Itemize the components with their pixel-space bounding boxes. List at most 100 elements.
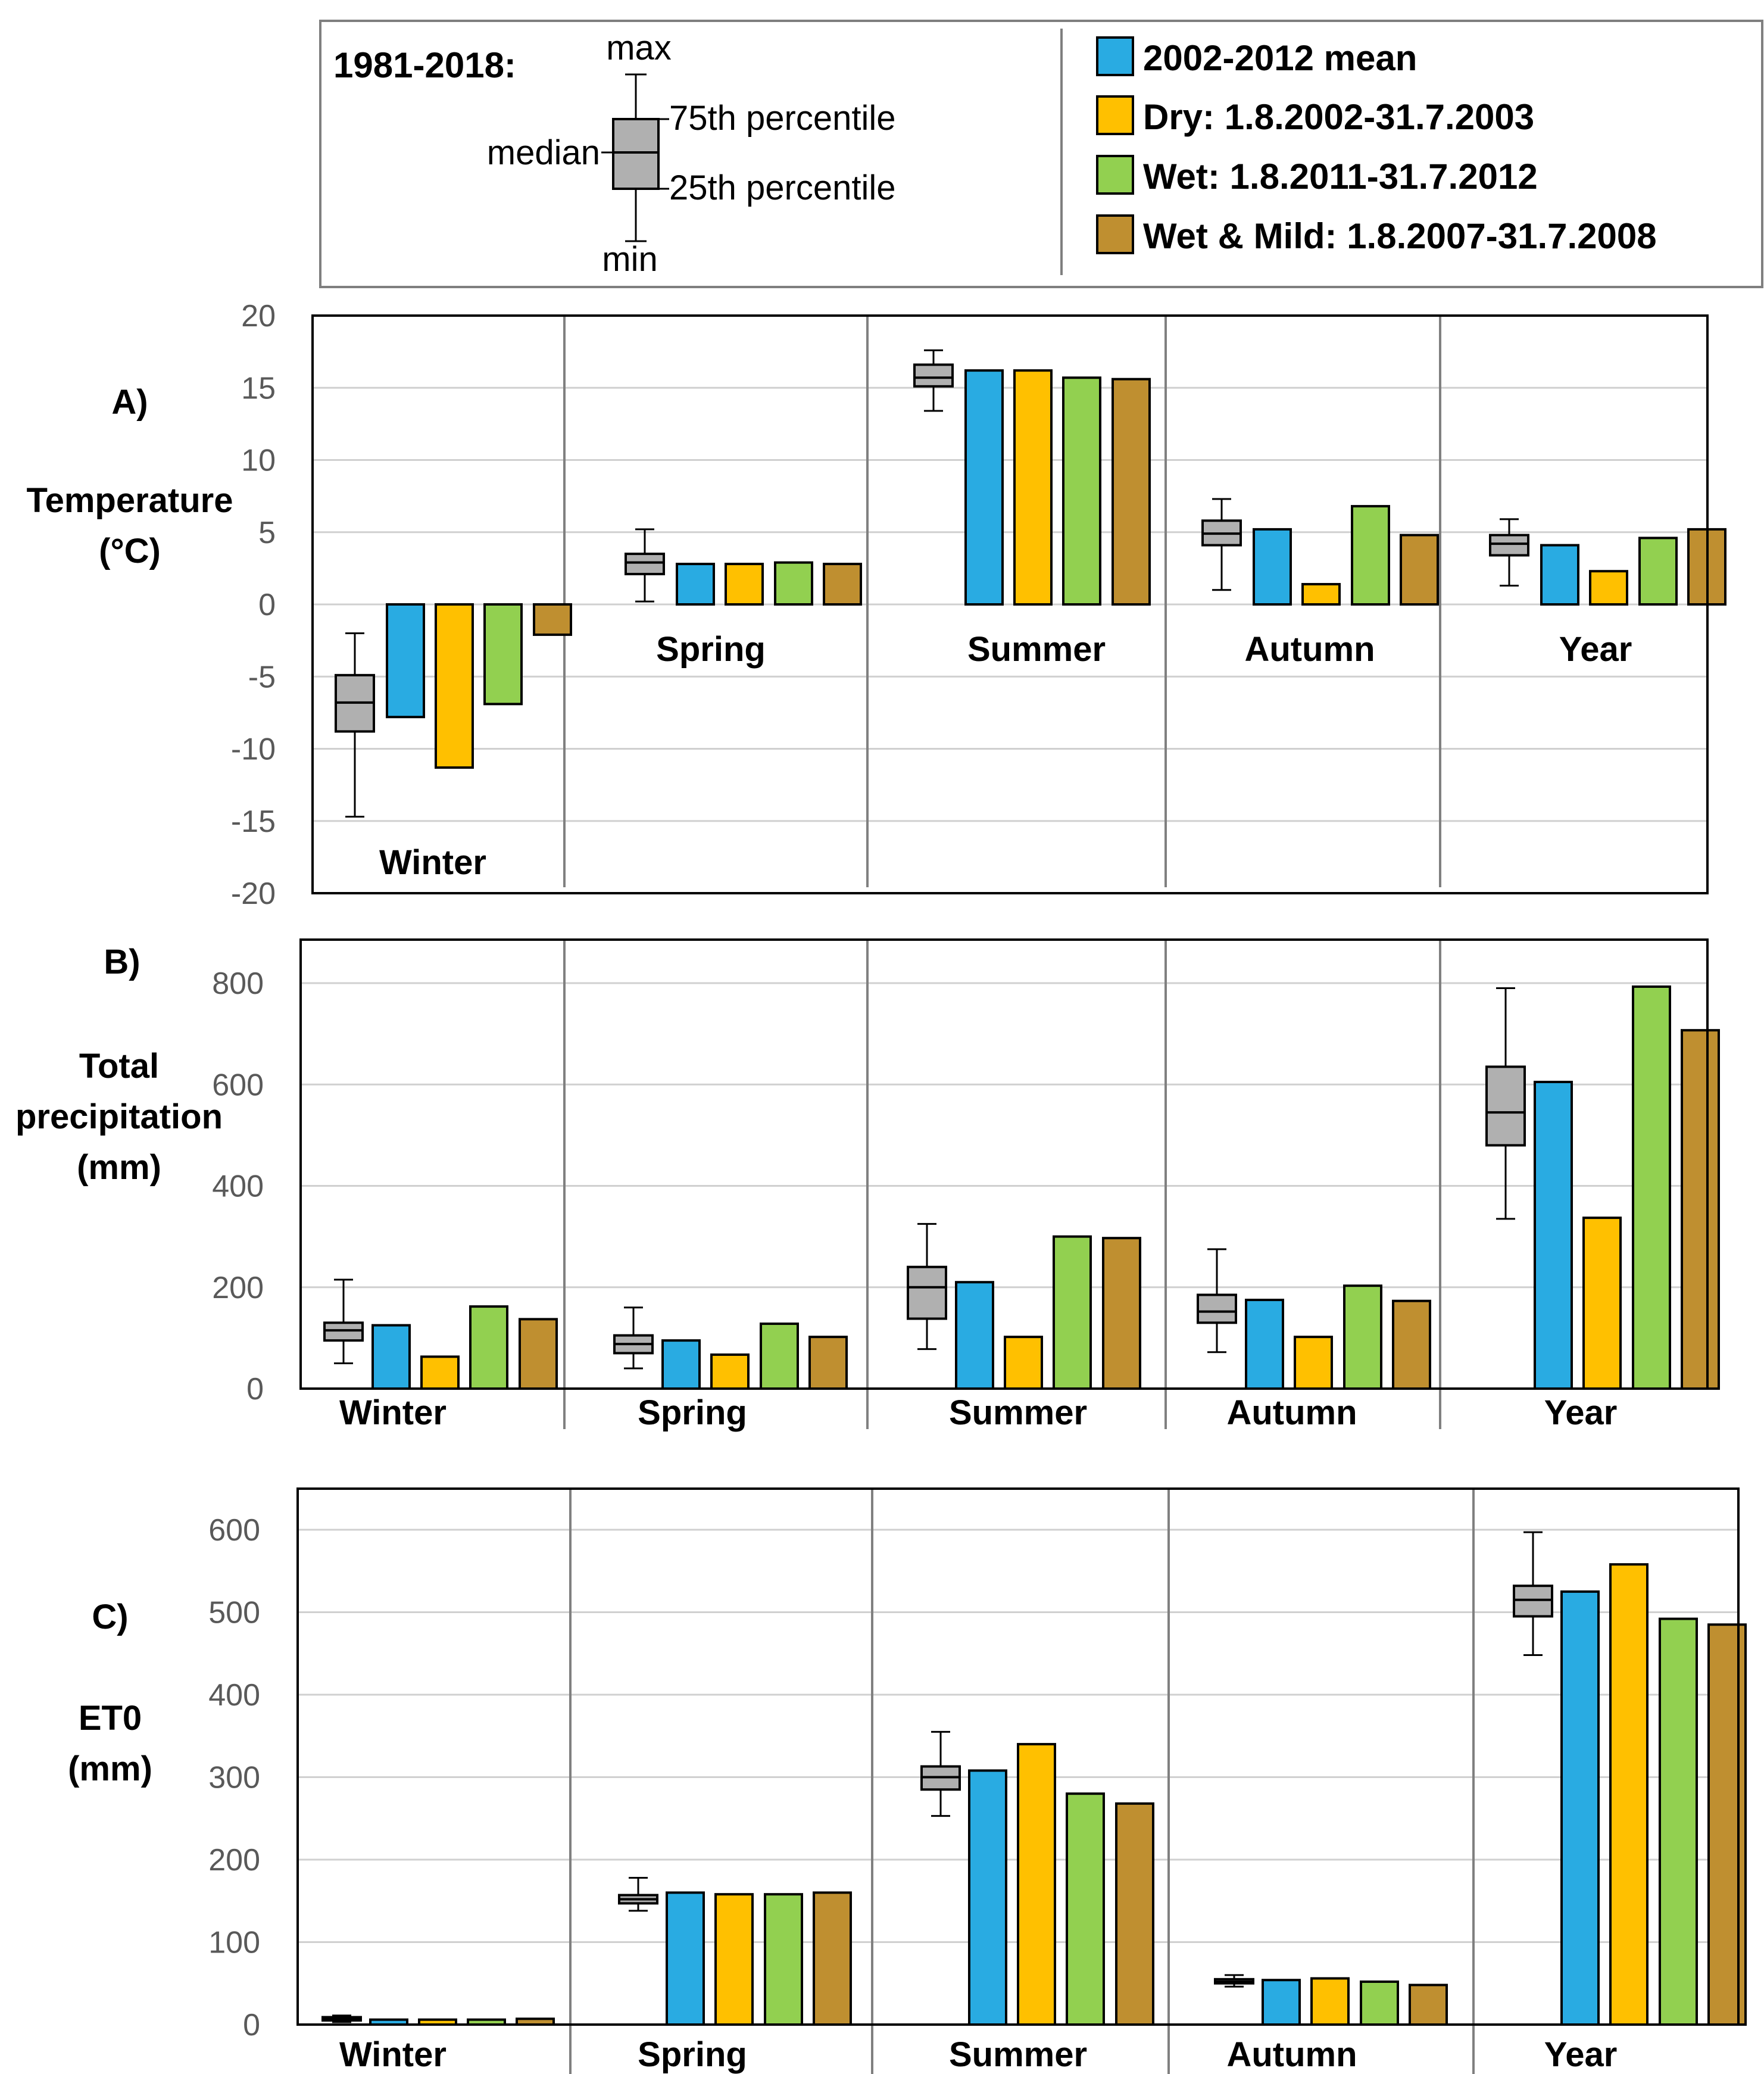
y-tick-label: 200	[208, 1843, 260, 1877]
bar-dry	[1589, 570, 1628, 606]
category-label: Summer	[949, 2035, 1087, 2074]
y-tick-label: 5	[258, 516, 276, 550]
plot-frame	[299, 938, 1709, 1390]
bar-mean	[666, 1891, 705, 2026]
y-axis-label: ET0	[79, 1699, 142, 1738]
category-label: Summer	[949, 1393, 1087, 1432]
legend-frame	[319, 20, 1763, 288]
legend-boxplot-title: 1981-2018:	[333, 45, 516, 85]
category-label: Spring	[638, 2035, 747, 2074]
bar-dry	[435, 603, 474, 769]
legend-median-label: median	[487, 133, 600, 172]
legend-label-wet: Wet: 1.8.2011-31.7.2012	[1143, 157, 1538, 197]
panel-label: C)	[92, 1598, 128, 1636]
category-label: Winter	[379, 843, 486, 882]
bar-mean	[386, 603, 425, 719]
bar-mean	[1245, 1299, 1284, 1390]
temperature-panel: 20 15 10 5 0 -5 -10 -15 -20 Winter Spring Summer Aut…	[26, 299, 1726, 911]
boxplot-box	[913, 363, 954, 388]
y-tick-label: 10	[241, 444, 276, 478]
plot-frame	[296, 1487, 1740, 2026]
bar-wet	[1360, 1980, 1399, 2026]
bar-wet	[764, 1893, 803, 2026]
category-label: Winter	[339, 1393, 447, 1432]
bar-mean	[661, 1339, 701, 1390]
legend-p75-label: 75th percentile	[669, 99, 895, 138]
y-axis-label: precipitation	[15, 1097, 223, 1136]
bar-dry	[1017, 1743, 1056, 2026]
category-label: Autumn	[1226, 2035, 1357, 2074]
bar-mean	[964, 369, 1004, 606]
bar-wet	[760, 1323, 799, 1390]
bar-wet	[1053, 1235, 1092, 1390]
bar-wet	[1343, 1284, 1382, 1390]
bar-wetmild	[1112, 378, 1151, 606]
bar-dry	[1294, 1336, 1333, 1390]
category-label: Year	[1559, 630, 1632, 669]
bar-wetmild	[823, 563, 862, 606]
y-tick-label: 400	[208, 1678, 260, 1713]
bar-dry	[725, 563, 764, 606]
bar-wetmild	[1681, 1029, 1720, 1390]
bar-wet	[1062, 376, 1101, 606]
bar-wetmild	[533, 603, 572, 636]
bar-dry	[1013, 369, 1053, 606]
bar-wet	[1351, 505, 1390, 606]
bar-wetmild	[1115, 1802, 1154, 2026]
legend-swatch-wetmild	[1096, 214, 1134, 254]
legend-box	[612, 118, 660, 190]
panel-label: B)	[104, 943, 140, 981]
bar-dry	[1609, 1563, 1649, 2026]
y-tick-label: 800	[212, 966, 264, 1001]
boxplot-box	[1513, 1585, 1553, 1618]
bar-wetmild	[813, 1891, 852, 2026]
category-label: Autumn	[1244, 630, 1375, 669]
legend-label-mean: 2002-2012 mean	[1143, 38, 1417, 78]
y-axis-label: Temperature	[26, 481, 233, 520]
category-label: Winter	[339, 2035, 447, 2074]
y-axis-label: (mm)	[68, 1749, 152, 1788]
boxplot-box	[1489, 534, 1529, 557]
legend-swatch-mean	[1096, 36, 1134, 76]
y-tick-label: 600	[208, 1513, 260, 1548]
bar-wet	[469, 1305, 508, 1390]
bar-dry	[420, 1355, 460, 1390]
legend-max-label: max	[606, 29, 672, 67]
y-tick-label: 0	[243, 2008, 260, 2042]
bar-mean	[371, 1324, 411, 1390]
category-label: Autumn	[1226, 1393, 1357, 1432]
y-tick-label: 15	[241, 371, 276, 406]
y-tick-label: 600	[212, 1068, 264, 1102]
y-tick-label: -15	[231, 804, 276, 839]
bar-mean	[1540, 544, 1579, 606]
et0-panel: 600 500 400 300 200 100 0 Winter Spring Summer Aut…	[68, 1487, 1747, 2074]
bar-wetmild	[808, 1336, 848, 1390]
y-tick-label: 20	[241, 299, 276, 333]
legend-label-wetmild: Wet & Mild: 1.8.2007-31.7.2008	[1143, 216, 1657, 256]
bar-wetmild	[1400, 534, 1439, 606]
bar-dry	[714, 1893, 754, 2026]
bar-wet	[1066, 1792, 1105, 2026]
panel-label: A)	[111, 383, 148, 422]
bar-wet	[1632, 985, 1671, 1390]
bar-wetmild	[1392, 1299, 1431, 1390]
y-tick-label: 400	[212, 1169, 264, 1204]
bar-mean	[1253, 528, 1292, 606]
category-label: Spring	[638, 1393, 747, 1432]
legend-boxplot-glyph	[601, 73, 669, 242]
bar-wetmild	[519, 1318, 558, 1390]
y-tick-label: 0	[258, 588, 276, 622]
category-label: Summer	[967, 630, 1106, 669]
legend-swatch-dry	[1096, 95, 1134, 135]
bar-mean	[1560, 1590, 1600, 2026]
bar-mean	[955, 1281, 994, 1390]
legend-min-label: min	[602, 240, 657, 279]
category-label: Year	[1544, 1393, 1618, 1432]
bar-mean	[1534, 1080, 1573, 1390]
boxplot-box	[323, 1321, 364, 1342]
y-tick-label: 0	[246, 1372, 264, 1406]
legend: 1981-2018: max 75th percentile median 25…	[319, 20, 1763, 288]
bar-wetmild	[1102, 1237, 1141, 1390]
bar-mean	[1262, 1979, 1301, 2026]
